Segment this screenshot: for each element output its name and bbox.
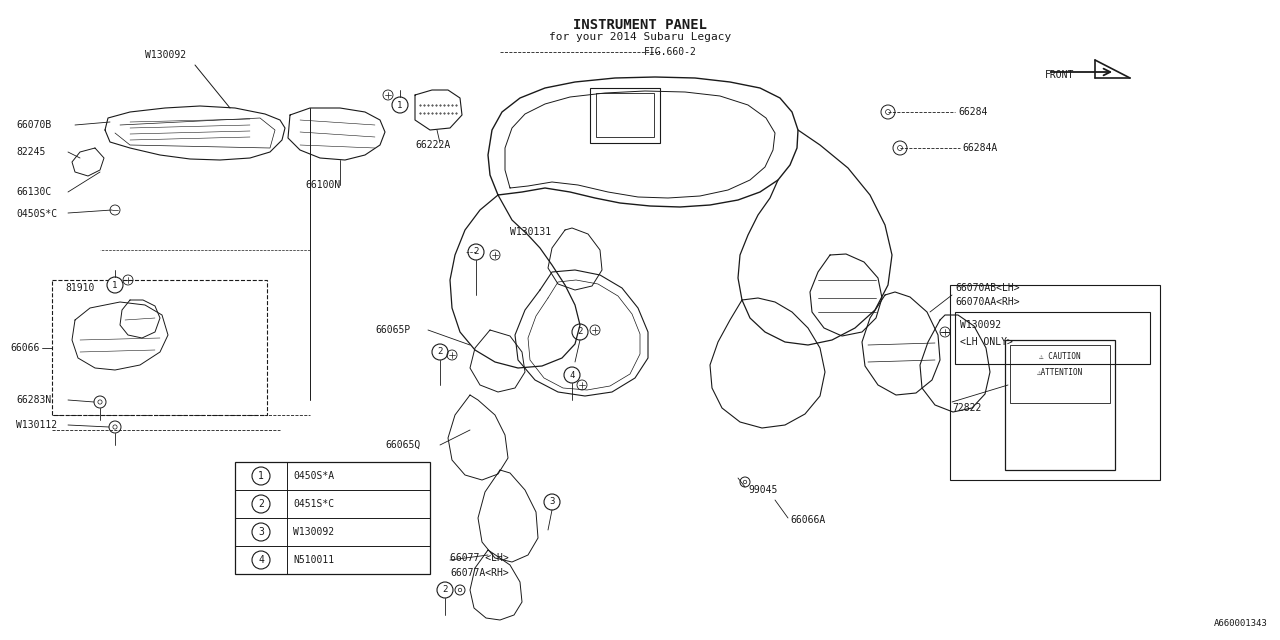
Text: 66065Q: 66065Q: [385, 440, 420, 450]
Text: 4: 4: [259, 555, 264, 565]
Text: 72822: 72822: [952, 403, 982, 413]
Text: 66100N: 66100N: [305, 180, 340, 190]
Text: 1: 1: [259, 471, 264, 481]
Bar: [236, 462, 430, 574]
Text: 66070AB<LH>: 66070AB<LH>: [955, 283, 1020, 293]
Text: 66283N: 66283N: [15, 395, 51, 405]
Text: INSTRUMENT PANEL: INSTRUMENT PANEL: [573, 18, 707, 32]
Circle shape: [544, 494, 561, 510]
Circle shape: [252, 551, 270, 569]
Circle shape: [564, 367, 580, 383]
Text: W130092: W130092: [293, 527, 334, 537]
Circle shape: [572, 324, 588, 340]
Bar: [596, 93, 654, 137]
Text: 99045: 99045: [748, 485, 777, 495]
Text: 2: 2: [438, 348, 443, 356]
Text: 3: 3: [549, 497, 554, 506]
Text: <LH ONLY>: <LH ONLY>: [960, 337, 1012, 347]
Text: ⚠ATTENTION: ⚠ATTENTION: [1037, 367, 1083, 376]
Text: 2: 2: [443, 586, 448, 595]
Bar: [950, 285, 1160, 480]
Bar: [1005, 340, 1115, 470]
Text: W130112: W130112: [15, 420, 58, 430]
Text: 3: 3: [259, 527, 264, 537]
Circle shape: [252, 523, 270, 541]
Text: 66066A: 66066A: [790, 515, 826, 525]
Text: 66284: 66284: [957, 107, 987, 117]
Text: W130092: W130092: [145, 50, 186, 60]
Text: A660001343: A660001343: [1215, 619, 1268, 628]
Bar: [52, 280, 268, 415]
Text: 66065P: 66065P: [375, 325, 411, 335]
Text: for your 2014 Subaru Legacy: for your 2014 Subaru Legacy: [549, 32, 731, 42]
Text: 2: 2: [474, 248, 479, 257]
Text: 0450S*C: 0450S*C: [15, 209, 58, 219]
Text: N510011: N510011: [293, 555, 334, 565]
Text: 0451S*C: 0451S*C: [293, 499, 334, 509]
Bar: [1010, 345, 1110, 403]
Circle shape: [468, 244, 484, 260]
Circle shape: [433, 344, 448, 360]
Text: 2: 2: [259, 499, 264, 509]
Text: FRONT: FRONT: [1044, 70, 1074, 80]
Bar: [955, 312, 1149, 364]
Text: FIG.660-2: FIG.660-2: [644, 47, 696, 57]
Circle shape: [108, 277, 123, 293]
Text: W130092: W130092: [960, 320, 1001, 330]
Text: 66284A: 66284A: [963, 143, 997, 153]
Text: 1: 1: [113, 280, 118, 289]
Bar: [590, 88, 660, 143]
Text: 82245: 82245: [15, 147, 45, 157]
Text: 66130C: 66130C: [15, 187, 51, 197]
Circle shape: [252, 467, 270, 485]
Text: 0450S*A: 0450S*A: [293, 471, 334, 481]
Text: 66077 <LH>: 66077 <LH>: [451, 553, 508, 563]
Circle shape: [252, 495, 270, 513]
Text: 66066: 66066: [10, 343, 40, 353]
Text: 66222A: 66222A: [415, 140, 451, 150]
Text: ⚠ CAUTION: ⚠ CAUTION: [1039, 351, 1080, 360]
Circle shape: [436, 582, 453, 598]
Text: 2: 2: [577, 328, 582, 337]
Text: 66070B: 66070B: [15, 120, 51, 130]
Text: 81910: 81910: [65, 283, 95, 293]
Text: 66070AA<RH>: 66070AA<RH>: [955, 297, 1020, 307]
Text: 1: 1: [397, 100, 403, 109]
Text: 4: 4: [570, 371, 575, 380]
Circle shape: [392, 97, 408, 113]
Text: 66077A<RH>: 66077A<RH>: [451, 568, 508, 578]
Text: W130131: W130131: [509, 227, 552, 237]
